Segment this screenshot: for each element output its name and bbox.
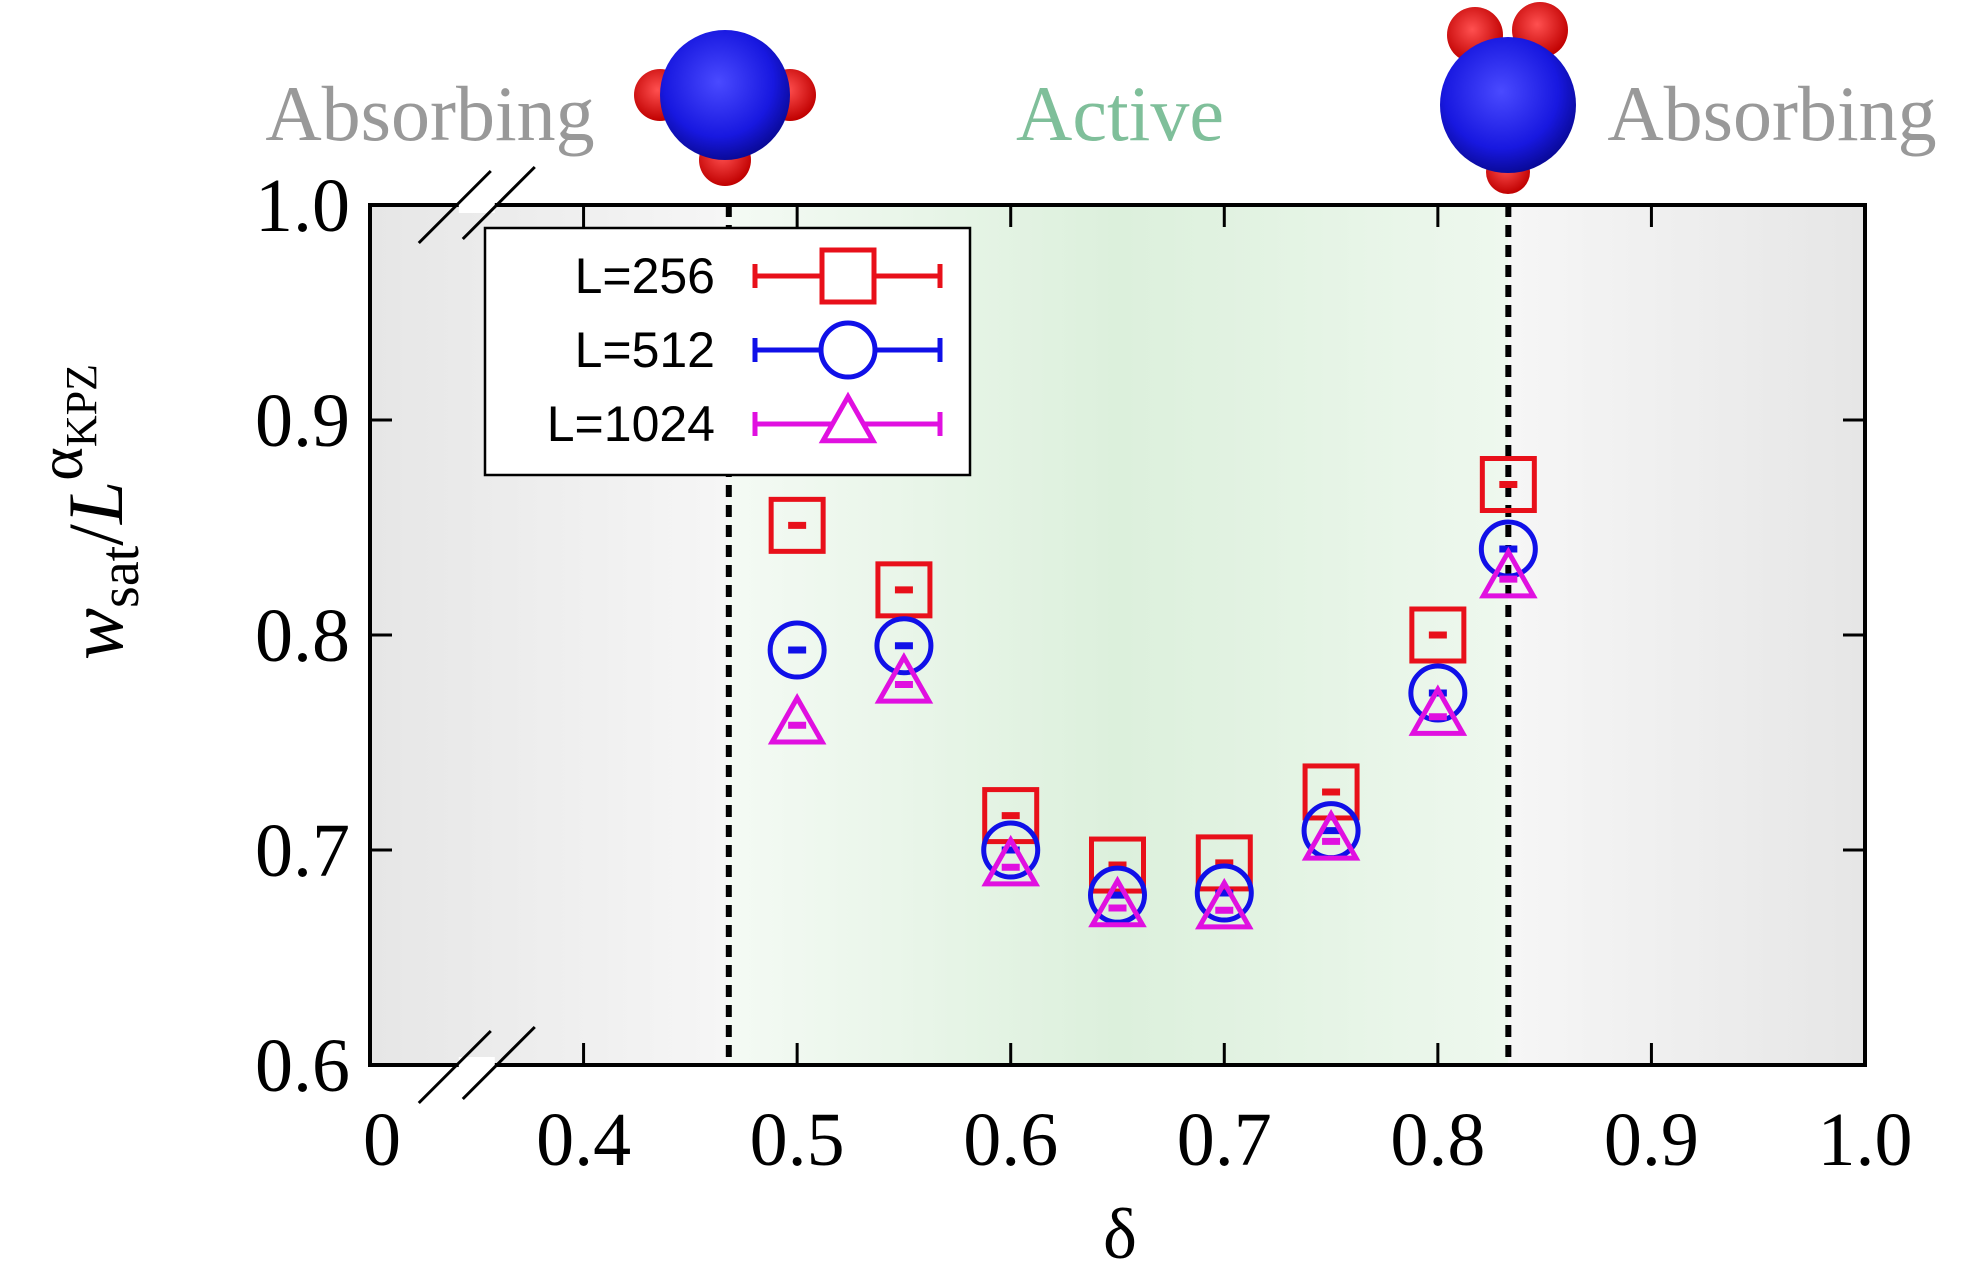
data-point bbox=[1194, 877, 1254, 930]
molecule-icon-right bbox=[1440, 2, 1576, 194]
x-tick-label: 0.7 bbox=[1177, 1098, 1272, 1182]
data-point bbox=[767, 620, 827, 680]
x-tick-label: 0.6 bbox=[963, 1098, 1058, 1182]
data-point bbox=[1301, 809, 1361, 861]
axis-break-slash bbox=[417, 169, 492, 245]
y-tick-labels: 0.6 0.7 0.8 0.9 1.0 bbox=[255, 164, 350, 1108]
x-tick-label-zero: 0 bbox=[363, 1098, 401, 1182]
x-tick-label: 0.9 bbox=[1604, 1098, 1699, 1182]
axis-break-slash bbox=[417, 1029, 492, 1105]
region-label-absorbing-left: Absorbing bbox=[265, 70, 594, 157]
data-point bbox=[875, 561, 933, 619]
legend-marker bbox=[818, 320, 878, 380]
data-point bbox=[1479, 546, 1538, 599]
axis-break-marks bbox=[417, 165, 536, 1105]
axis-break-slash bbox=[461, 165, 536, 241]
data-point bbox=[767, 692, 827, 745]
x-tick-label: 0.4 bbox=[536, 1098, 631, 1182]
y-axis-label: wsat/LαKPZ bbox=[25, 364, 151, 660]
data-point bbox=[981, 834, 1041, 887]
data-point bbox=[874, 652, 934, 704]
molecule-icon-left bbox=[634, 30, 816, 186]
legend-marker bbox=[819, 247, 877, 305]
x-tick-labels: 0.4 0.5 0.6 0.7 0.8 0.9 1.0 0 bbox=[363, 1098, 1913, 1182]
y-tick-label: 0.9 bbox=[255, 379, 350, 463]
y-tick-label: 1.0 bbox=[255, 164, 350, 248]
legend-marker-shape bbox=[818, 320, 878, 380]
axis-break-slash bbox=[461, 1025, 536, 1101]
data-point bbox=[1479, 456, 1537, 513]
y-tick-label: 0.8 bbox=[255, 594, 350, 678]
data-point bbox=[1409, 606, 1467, 664]
data-point bbox=[1194, 863, 1254, 923]
x-tick-label: 0.8 bbox=[1390, 1098, 1485, 1182]
x-tick-label: 0.5 bbox=[750, 1098, 845, 1182]
data-point bbox=[1195, 834, 1253, 892]
legend-label: L=512 bbox=[575, 322, 715, 378]
legend-marker-shape bbox=[819, 247, 877, 305]
region-label-absorbing-right: Absorbing bbox=[1607, 70, 1936, 157]
x-tick-label: 1.0 bbox=[1818, 1098, 1913, 1182]
y-tick-label: 0.7 bbox=[255, 809, 350, 893]
legend-label: L=1024 bbox=[547, 396, 715, 452]
axis-break-gap bbox=[458, 1057, 495, 1073]
data-point bbox=[981, 820, 1041, 880]
absorbing-region-right bbox=[1508, 205, 1865, 1065]
plot-frame bbox=[368, 203, 1867, 1067]
data-point bbox=[1089, 836, 1146, 894]
series-l-1024 bbox=[767, 546, 1538, 930]
data-point bbox=[1088, 875, 1147, 928]
legend: L=256 L=512 L=1024 bbox=[483, 226, 972, 477]
data-point bbox=[1408, 684, 1468, 736]
series-l-256 bbox=[768, 456, 1537, 894]
data-point bbox=[874, 616, 934, 676]
region-label-active: Active bbox=[1016, 70, 1224, 157]
x-axis-label: δ bbox=[1103, 1194, 1137, 1274]
y-tick-label: 0.6 bbox=[255, 1024, 350, 1108]
data-point bbox=[768, 496, 826, 554]
legend-marker-shape bbox=[818, 391, 878, 444]
legend-label: L=256 bbox=[575, 248, 715, 304]
data-marks bbox=[767, 456, 1538, 930]
data-point bbox=[1088, 865, 1147, 925]
legend-marker bbox=[818, 391, 878, 444]
axis-break-gap bbox=[458, 197, 495, 213]
